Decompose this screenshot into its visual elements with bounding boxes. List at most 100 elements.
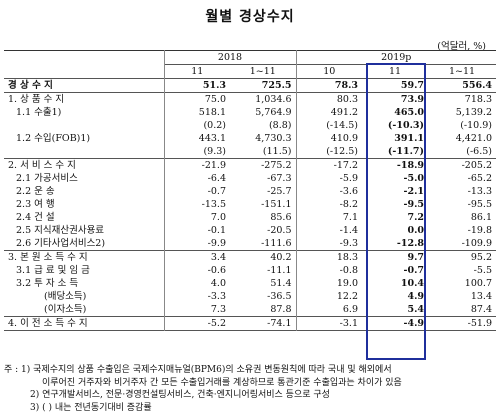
- cell-value: 491.2: [295, 106, 362, 119]
- table-row: 2.6 기타사업서비스2) -9.9 -111.6 -9.3 -12.8 -109.9: [4, 237, 496, 251]
- cell-value: -5.9: [295, 172, 362, 185]
- cell-value: -20.5: [267, 225, 292, 236]
- cell-value: -65.2: [467, 173, 492, 184]
- table-row: (배당소득) -3.3 -36.5 12.2 4.9 13.4: [4, 290, 496, 303]
- header-col: 11: [388, 66, 402, 77]
- table-row: 1.2 수입(FOB)1) 443.1 4,730.3 410.9 391.1 4,421…: [4, 132, 496, 145]
- cell-value: 0.0: [407, 225, 424, 236]
- cell-value: 9.7: [407, 252, 424, 263]
- cell-value: (-14.5): [295, 119, 362, 132]
- footnote-line: 주 : 1) 국제수지의 상품 수출입은 국제수지매뉴얼(BPM6)의 소유권 …: [4, 365, 392, 375]
- cell-value: -13.5: [163, 198, 230, 211]
- row-label: 경 상 수 지: [8, 80, 53, 91]
- table-row: 2.2 운 송 -0.7 -25.7 -3.6 -2.1 -13.3: [4, 185, 496, 198]
- header-year-2019: 2019p: [295, 50, 496, 65]
- row-label: 3.2 투 자 소 득: [16, 278, 79, 289]
- cell-value: -3.3: [163, 290, 230, 303]
- cell-value: -111.6: [261, 238, 292, 249]
- cell-value: -12.8: [396, 238, 424, 249]
- footnote-line: 3) ( ) 내는 전년동기대비 증감률: [30, 402, 152, 413]
- table-row: 경 상 수 지 51.3 725.5 78.3 59.7 556.4: [4, 78, 496, 93]
- cell-value: 5,764.9: [255, 107, 292, 118]
- cell-value: -5.0: [403, 173, 424, 184]
- cell-value: 75.0: [163, 92, 230, 106]
- cell-value: 85.6: [270, 212, 292, 223]
- table-row: 2.3 여 행 -13.5 -151.1 -8.2 -9.5 -95.5: [4, 198, 496, 211]
- cell-value: 5,139.2: [455, 107, 492, 118]
- cell-value: (9.3): [163, 145, 230, 159]
- table-row: 2.1 가공서비스 -6.4 -67.3 -5.9 -5.0 -65.2: [4, 172, 496, 185]
- balance-table: 2018 2019p 11 1~11 10 11 1~11 경 상 수 지 51.…: [4, 50, 496, 331]
- cell-value: -275.2: [261, 160, 292, 171]
- row-label: 1.1 수출1): [16, 107, 62, 118]
- row-label: 2.6 기타사업서비스2): [16, 238, 106, 249]
- footnotes: 주 : 1) 국제수지의 상품 수출입은 국제수지매뉴얼(BPM6)의 소유권 …: [4, 364, 402, 414]
- cell-value: 6.9: [295, 303, 362, 317]
- cell-value: -5.2: [163, 316, 230, 331]
- table-row: 1.1 수출1) 518.1 5,764.9 491.2 465.0 5,139.2: [4, 106, 496, 119]
- row-label: 2.2 운 송: [16, 186, 55, 197]
- header-year-2018: 2018: [163, 50, 296, 65]
- cell-value: 18.3: [295, 250, 362, 264]
- cell-value: -1.4: [295, 224, 362, 237]
- header-col: 1~11: [448, 66, 476, 77]
- cell-value: -0.7: [403, 265, 424, 276]
- cell-value: 3.4: [163, 250, 230, 264]
- table-row: 2.5 지식재산권사용료 -0.1 -20.5 -1.4 0.0 -19.8: [4, 224, 496, 237]
- cell-value: 78.3: [295, 78, 362, 93]
- row-label: 2.4 건 설: [16, 212, 55, 223]
- cell-value: 7.3: [163, 303, 230, 317]
- cell-value: (-10.3): [387, 120, 424, 131]
- row-label: 2.1 가공서비스: [16, 173, 78, 184]
- header-col: 10: [295, 64, 362, 79]
- cell-value: -8.2: [295, 198, 362, 211]
- cell-value: 465.0: [394, 107, 424, 118]
- cell-value: -109.9: [461, 238, 492, 249]
- cell-value: -9.3: [295, 237, 362, 251]
- cell-value: 4,421.0: [455, 133, 492, 144]
- cell-value: 725.5: [261, 80, 292, 91]
- cell-value: -9.9: [163, 237, 230, 251]
- unit-label: (억달러, %): [437, 41, 486, 52]
- cell-value: (11.5): [262, 146, 292, 157]
- cell-value: 556.4: [462, 80, 492, 91]
- cell-value: -21.9: [163, 158, 230, 172]
- footnote-line: 이루어진 거주자와 비거주자 간 모든 수출입거래를 계상하므로 통관기준 수출…: [42, 377, 402, 388]
- cell-value: 13.4: [470, 291, 492, 302]
- cell-value: 391.1: [394, 133, 424, 144]
- cell-value: 51.3: [163, 78, 230, 93]
- cell-value: -5.5: [473, 265, 492, 276]
- cell-value: -13.3: [467, 186, 492, 197]
- cell-value: -2.1: [403, 186, 424, 197]
- cell-value: 59.7: [400, 80, 424, 91]
- cell-value: -17.2: [295, 158, 362, 172]
- row-label: 2.5 지식재산권사용료: [16, 225, 105, 236]
- row-label: [4, 145, 164, 159]
- row-label: 1. 상 품 수 지: [8, 94, 65, 105]
- cell-value: -205.2: [461, 160, 492, 171]
- cell-value: -19.8: [467, 225, 492, 236]
- footnote-line: 2) 연구개발서비스, 전문·경영컨설팅서비스, 건축·엔지니어링서비스 등으로…: [30, 390, 330, 400]
- cell-value: 718.3: [464, 94, 492, 105]
- table-row: 3. 본 원 소 득 수 지 3.4 40.2 18.3 9.7 95.2: [4, 250, 496, 264]
- table-row: (이자소득) 7.3 87.8 6.9 5.4 87.4: [4, 303, 496, 317]
- header-blank: [4, 51, 164, 79]
- cell-value: 5.4: [407, 304, 424, 315]
- cell-value: 95.2: [470, 252, 492, 263]
- cell-value: 518.1: [163, 106, 230, 119]
- row-label: [4, 119, 164, 132]
- cell-value: -18.9: [396, 160, 424, 171]
- cell-value: -11.1: [267, 265, 292, 276]
- cell-value: 80.3: [295, 92, 362, 106]
- cell-value: 4.0: [163, 277, 230, 290]
- cell-value: 40.2: [270, 252, 292, 263]
- cell-value: -4.9: [403, 318, 424, 329]
- cell-value: -0.1: [163, 224, 230, 237]
- table-row: 3.2 투 자 소 득 4.0 51.4 19.0 10.4 100.7: [4, 277, 496, 290]
- cell-value: -95.5: [467, 199, 492, 210]
- row-label: 3. 본 원 소 득 수 지: [8, 252, 88, 263]
- cell-value: -3.1: [295, 316, 362, 331]
- cell-value: (-12.5): [295, 145, 362, 159]
- row-label: 1.2 수입(FOB)1): [16, 133, 91, 144]
- cell-value: 86.1: [470, 212, 492, 223]
